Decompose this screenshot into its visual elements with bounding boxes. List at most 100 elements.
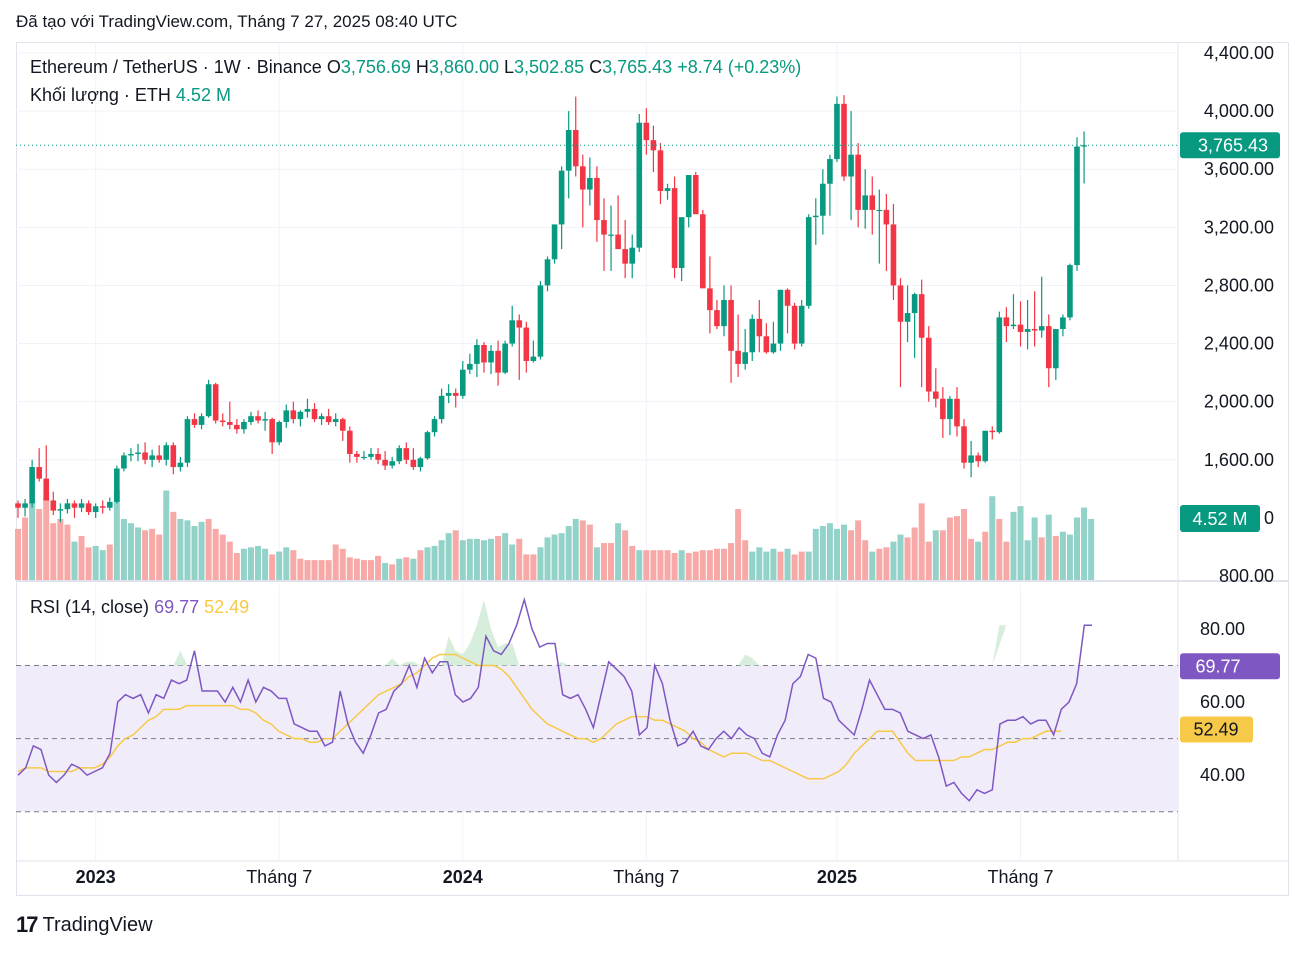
candle-body xyxy=(375,453,381,460)
volume-bar xyxy=(304,560,311,580)
volume-bar xyxy=(1024,540,1031,580)
volume-bar xyxy=(431,545,438,580)
volume-bar xyxy=(968,538,975,580)
candle-body xyxy=(544,259,551,286)
volume-bar xyxy=(346,557,353,580)
volume-bar xyxy=(713,548,720,580)
candle-body xyxy=(368,453,374,457)
candle-body xyxy=(121,455,127,469)
candle-body xyxy=(537,285,544,357)
volume-bar xyxy=(593,547,600,580)
volume-bar xyxy=(678,550,685,580)
volume-bar xyxy=(99,550,106,580)
volume-bar xyxy=(932,530,939,580)
chart-frame xyxy=(16,42,1289,896)
candle-body xyxy=(311,408,318,420)
change-value: +8.74 (+0.23%) xyxy=(677,57,802,77)
volume-bar xyxy=(989,496,996,580)
volume-label[interactable]: Khối lượng · ETH xyxy=(30,85,171,105)
rsi-ma-badge-text: 52.49 xyxy=(1193,719,1238,739)
volume-bar xyxy=(226,541,233,580)
rsi-overbought-fill xyxy=(992,625,1007,666)
volume-bar xyxy=(71,541,78,580)
price-tick-label: 2,800.00 xyxy=(1204,275,1274,295)
rsi-label[interactable]: RSI (14, close) xyxy=(30,597,150,617)
volume-bar xyxy=(869,551,876,580)
volume-bar xyxy=(692,551,699,580)
volume-bar xyxy=(85,547,92,580)
rsi-ma-value: 52.49 xyxy=(204,597,250,617)
candle-body xyxy=(565,129,572,171)
rsi-legend: RSI (14, close) 69.77 52.49 xyxy=(30,597,249,618)
volume-bar xyxy=(177,518,184,580)
time-tick-label: Tháng 7 xyxy=(613,867,679,887)
rsi-value: 69.77 xyxy=(154,597,200,617)
volume-bar xyxy=(650,550,657,580)
candle-body xyxy=(248,416,254,423)
candle-body xyxy=(1060,317,1066,330)
candle-body xyxy=(925,337,932,392)
symbol-label[interactable]: Ethereum / TetherUS · 1W · Binance xyxy=(30,57,322,77)
rsi-ma-line xyxy=(17,653,1062,780)
brand-name: TradingView xyxy=(42,913,153,936)
volume-bar xyxy=(318,560,325,580)
low-label: L xyxy=(504,57,515,77)
candle-body xyxy=(594,177,600,221)
volume-bar xyxy=(883,547,890,580)
volume-bar xyxy=(325,560,332,580)
volume-bar xyxy=(396,558,403,580)
candle-body xyxy=(92,506,99,513)
candle-body xyxy=(707,288,713,311)
candle-body xyxy=(318,416,325,420)
volume-bar xyxy=(502,533,509,580)
high-label: H xyxy=(415,57,429,77)
price-axis: 4,400.00 4,000.00 3,600.00 3,200.00 2,800.00… xyxy=(1204,43,1274,586)
candle-body xyxy=(276,422,283,443)
time-tick-label: 2023 xyxy=(76,867,116,887)
volume-bar xyxy=(156,534,163,580)
volume-bar xyxy=(586,524,593,580)
volume-bar xyxy=(339,548,346,580)
candle-body xyxy=(241,422,247,430)
candle-body xyxy=(657,150,664,192)
rsi-line xyxy=(17,596,1092,802)
candle-body xyxy=(770,343,777,353)
candle-body xyxy=(1081,145,1087,147)
candle-body xyxy=(283,410,290,423)
price-tick-label: 1,600.00 xyxy=(1204,450,1274,470)
volume-bar xyxy=(403,557,410,580)
candle-body xyxy=(452,392,459,396)
volume-bar xyxy=(600,543,607,580)
candle-body xyxy=(608,234,614,236)
candle-body xyxy=(735,350,741,364)
volume-bar xyxy=(1045,514,1052,580)
candle-body xyxy=(558,170,565,225)
candle-body xyxy=(749,318,756,353)
time-tick-label: Tháng 7 xyxy=(246,867,312,887)
candle-body xyxy=(530,356,537,361)
volume-bars xyxy=(15,490,1095,580)
candle-body xyxy=(255,416,261,421)
candle-body xyxy=(50,500,57,511)
volume-bar xyxy=(424,547,431,580)
volume-bar xyxy=(184,520,191,580)
candle-body xyxy=(64,503,71,510)
candle-body xyxy=(834,103,840,160)
volume-bar xyxy=(368,560,374,580)
footer-brand[interactable]: 17 TradingView xyxy=(16,912,153,938)
volume-legend: Khối lượng · ETH 4.52 M xyxy=(30,85,231,106)
volume-bar xyxy=(1031,517,1038,580)
volume-bar xyxy=(848,530,855,580)
candle-body xyxy=(382,459,388,466)
volume-bar xyxy=(1038,537,1045,580)
volume-bar xyxy=(149,528,156,580)
candle-body xyxy=(509,320,515,344)
volume-bar xyxy=(777,551,784,580)
candle-body xyxy=(15,503,21,508)
candle-body xyxy=(841,103,847,177)
rsi-overbought-fill xyxy=(173,650,188,666)
candle-body xyxy=(812,215,819,218)
candle-body xyxy=(961,426,967,463)
